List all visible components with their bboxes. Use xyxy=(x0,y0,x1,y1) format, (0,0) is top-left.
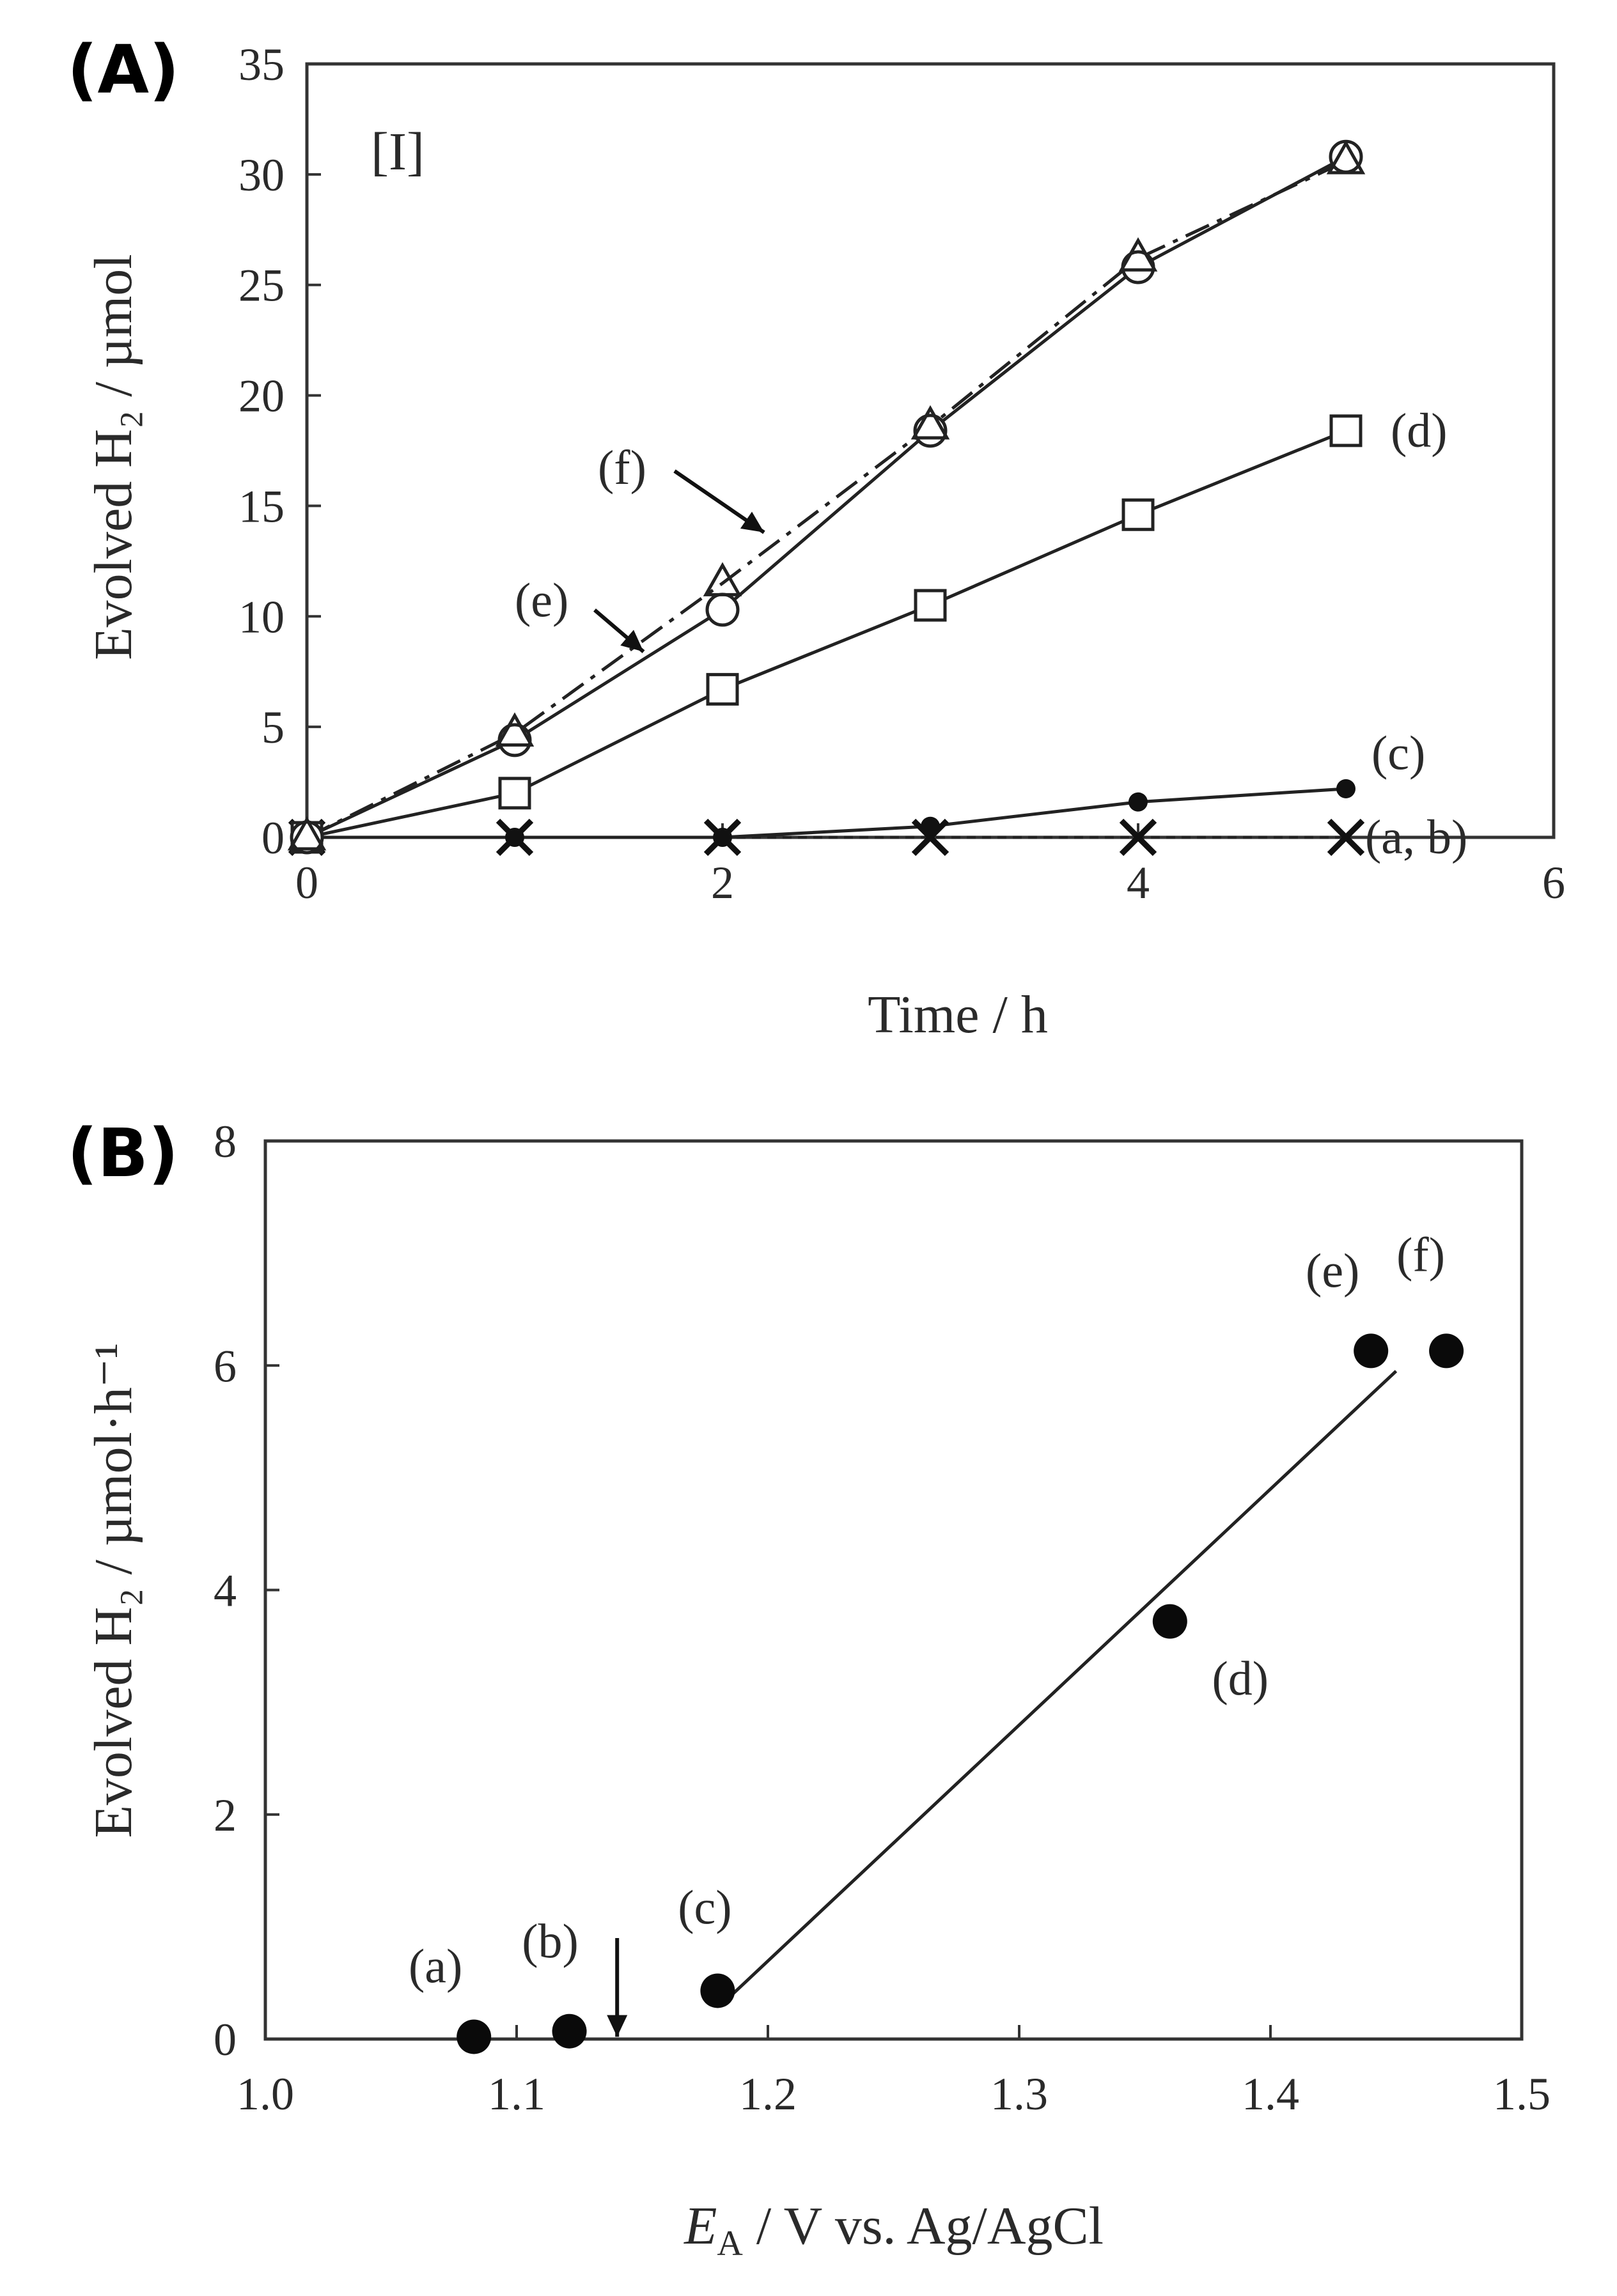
panel-b-x-axis-symbol: E xyxy=(684,2196,717,2256)
panel-b-x-tick-label: 1.5 xyxy=(1493,2068,1551,2120)
panel-b-x-tick-label: 1.3 xyxy=(990,2068,1048,2120)
panel-a-plot-frame xyxy=(305,62,1556,839)
panel-b-label: (B) xyxy=(67,1114,178,1192)
panel-b-data-points xyxy=(457,1333,1464,2054)
panel-b-point-label: (f) xyxy=(1396,1228,1445,1282)
panel-b-x-tick-label: 1.1 xyxy=(488,2068,545,2120)
panel-a-marker-filled-circle xyxy=(1336,779,1355,798)
panel-b-y-tick-label: 8 xyxy=(214,1116,237,1167)
panel-a-x-tick-label: 2 xyxy=(711,857,734,908)
panel-a-marker-open-square xyxy=(1329,414,1363,447)
panel-a-series-label-ab: (a, b) xyxy=(1365,811,1467,864)
panel-b-fit-line-group xyxy=(729,1370,1398,1998)
panel-a-label: (A) xyxy=(67,31,180,109)
panel-a-marker-filled-circle xyxy=(1129,792,1148,812)
panel-a-series-line-2 xyxy=(306,429,1347,839)
panel-a-marker-cross xyxy=(911,818,949,857)
panel-b-x-ticks: 1.0 1.1 1.2 1.3 1.4 1.5 xyxy=(237,2025,1551,2120)
panel-a-y-tick-label: 25 xyxy=(238,260,285,311)
panel-b-y-axis-label: Evolved H₂ / µmol·h⁻¹ xyxy=(84,1343,143,1838)
panel-a-marker-cross-stroke xyxy=(911,818,949,857)
panel-a-x-axis-label: Time / h xyxy=(868,985,1048,1044)
panel-a-series-labels: (a, b) (c) (d) (e) (f) xyxy=(515,404,1467,864)
panel-a-y-tick-label: 20 xyxy=(238,371,285,422)
panel-b-onset-arrow-group xyxy=(607,1937,628,2037)
panel-b-onset-arrow-head xyxy=(607,2015,628,2037)
panel-a-marker-cross xyxy=(1327,818,1365,857)
panel-a-arrow-f-head xyxy=(740,511,764,532)
panel-a-x-tick-label: 4 xyxy=(1127,857,1150,908)
panel-a-marker-open-triangle xyxy=(287,816,327,851)
panel-b-point-label: (a) xyxy=(409,1939,462,1993)
panel-a-series-line-3 xyxy=(306,155,1347,839)
panel-a-y-tick-label: 30 xyxy=(238,150,285,201)
panel-a-y-tick-label: 5 xyxy=(262,702,285,753)
panel-a-marker-filled-circle xyxy=(921,816,940,836)
panel-a-marker-cross-stroke xyxy=(1327,818,1365,857)
panel-a-y-tick-label: 10 xyxy=(238,591,285,642)
panel-a-series-lines xyxy=(306,155,1347,839)
panel-a-marker-open-triangle xyxy=(1326,140,1366,175)
panel-a-series-label-e: (e) xyxy=(515,573,568,627)
panel-a-series-label-c: (c) xyxy=(1371,727,1425,780)
panel-b-data-point xyxy=(700,1973,735,2008)
panel-b-x-tick-label: 1.4 xyxy=(1242,2068,1299,2120)
panel-a-marker-open-circle xyxy=(705,593,740,627)
panel-b-y-tick-label: 6 xyxy=(214,1340,237,1392)
panel-b-point-label: (e) xyxy=(1306,1244,1359,1298)
panel-a-x-tick-label: 6 xyxy=(1542,857,1565,908)
panel-b-fit-line xyxy=(729,1370,1398,1998)
panel-a-marker-cross xyxy=(1119,818,1157,857)
panel-a-x-tick-label: 0 xyxy=(295,857,318,908)
panel-a-marker-open-square xyxy=(914,589,947,622)
panel-b-data-point xyxy=(1152,1604,1187,1639)
panel-b-y-tick-label: 0 xyxy=(214,2014,237,2065)
panel-a-marker-open-square xyxy=(498,777,531,810)
panel-b-y-tick-label: 2 xyxy=(214,1790,237,1841)
panel-a-marker-open-triangle xyxy=(703,562,742,596)
panel-b-data-point xyxy=(457,2019,492,2054)
panel-a-series-markers xyxy=(287,139,1366,857)
panel-b-x-axis-subscript: A xyxy=(717,2224,743,2263)
panel-b-data-point xyxy=(1429,1333,1464,1369)
panel-b-point-label: (b) xyxy=(522,1915,579,1969)
panel-a-y-tick-label: 15 xyxy=(238,481,285,532)
panel-b-point-label: (d) xyxy=(1212,1652,1269,1706)
panel-a-marker-open-triangle xyxy=(910,405,950,440)
panel-a-marker-cross-stroke xyxy=(1119,818,1157,857)
panel-a-series-label-f: (f) xyxy=(598,441,646,495)
panel-b-x-tick-label: 1.2 xyxy=(739,2068,797,2120)
panel-b: (B) EA / V vs. Ag/AgCl Evolved H₂ / µmol… xyxy=(67,1114,1551,2263)
panel-a-y-axis-label: Evolved H₂ / µmol xyxy=(84,254,143,660)
panel-a-y-tick-label: 35 xyxy=(238,39,285,90)
panel-a-marker-open-triangle xyxy=(495,712,535,747)
panel-a-series-line-1 xyxy=(307,787,1347,839)
panel-a-marker-filled-circle xyxy=(505,828,524,847)
panel-a-marker-open-square xyxy=(706,672,739,706)
panel-a-marker-open-circle xyxy=(497,723,532,757)
panel-a-series-line-4 xyxy=(306,159,1347,839)
panel-b-point-label: (c) xyxy=(678,1881,731,1934)
panel-a-marker-open-triangle xyxy=(1118,237,1158,272)
panel-a-y-ticks: 0 5 10 15 20 25 30 35 xyxy=(238,39,321,864)
panel-b-x-tick-label: 1.0 xyxy=(237,2068,294,2120)
panel-a-y-tick-label: 0 xyxy=(262,812,285,864)
panel-a-marker-filled-circle xyxy=(713,828,732,847)
panel-b-point-labels: (a) (b) (c) (d) (e) (f) xyxy=(409,1228,1445,1993)
panel-b-y-ticks: 0 2 4 6 8 xyxy=(214,1116,279,2065)
panel-b-y-tick-label: 4 xyxy=(214,1565,237,1617)
panel-a-marker-open-circle xyxy=(913,414,948,448)
panel-a-inset-label: [I] xyxy=(371,122,425,182)
panel-b-x-axis-label: EA / V vs. Ag/AgCl xyxy=(684,2196,1104,2263)
panel-b-x-axis-rest: / V vs. Ag/AgCl xyxy=(743,2196,1104,2256)
panel-b-data-point xyxy=(1354,1333,1389,1369)
panel-b-data-point xyxy=(552,2013,587,2049)
panel-a-series-label-d: (d) xyxy=(1391,404,1448,458)
panel-a-marker-open-square xyxy=(1121,498,1155,531)
panel-a-arrow-e-head xyxy=(620,630,644,652)
panel-a-x-ticks: 0 2 4 6 xyxy=(295,823,1565,908)
